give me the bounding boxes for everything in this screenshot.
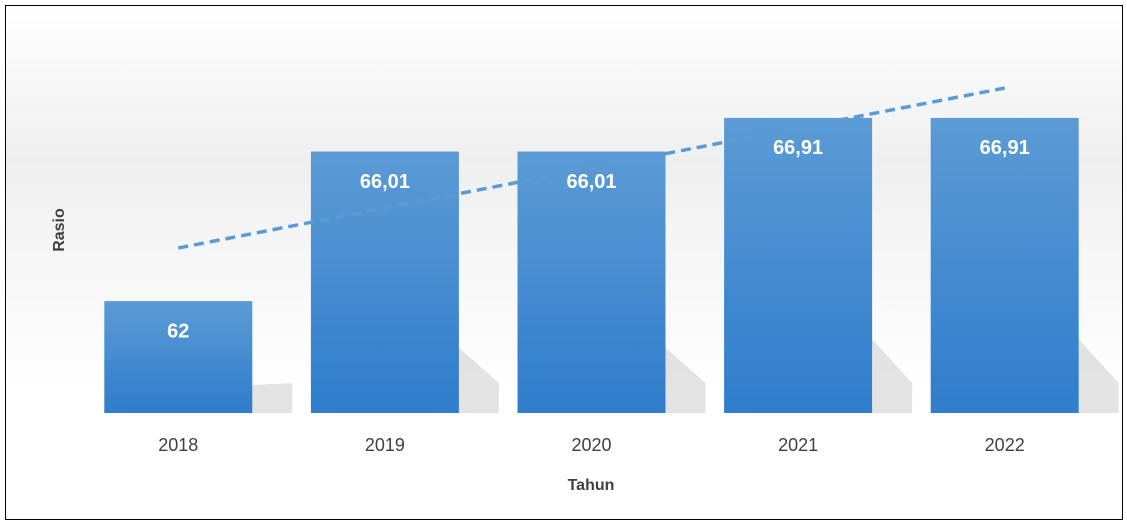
x-tick-label: 2019 xyxy=(365,435,405,455)
x-tick-label: 2018 xyxy=(158,435,198,455)
data-label: 66,01 xyxy=(566,171,616,193)
bar xyxy=(104,301,253,413)
bar xyxy=(517,151,666,414)
bar-shadow xyxy=(872,339,913,413)
bar-shadow xyxy=(252,383,293,413)
y-axis-label: Rasio xyxy=(51,208,68,252)
bar xyxy=(930,117,1079,413)
data-label: 66,01 xyxy=(360,171,410,193)
x-tick-label: 2020 xyxy=(571,435,611,455)
bar xyxy=(724,117,873,413)
x-tick-label: 2021 xyxy=(778,435,818,455)
x-tick-label: 2022 xyxy=(985,435,1025,455)
data-label: 66,91 xyxy=(773,137,823,159)
bar-shadow xyxy=(458,347,499,413)
bar-shadow xyxy=(1078,339,1119,413)
x-axis-label: Tahun xyxy=(568,477,615,494)
data-label: 62 xyxy=(167,320,189,342)
trendline xyxy=(177,86,1006,250)
bar-shadow xyxy=(665,347,706,413)
data-label: 66,91 xyxy=(980,137,1030,159)
bar xyxy=(310,151,459,414)
